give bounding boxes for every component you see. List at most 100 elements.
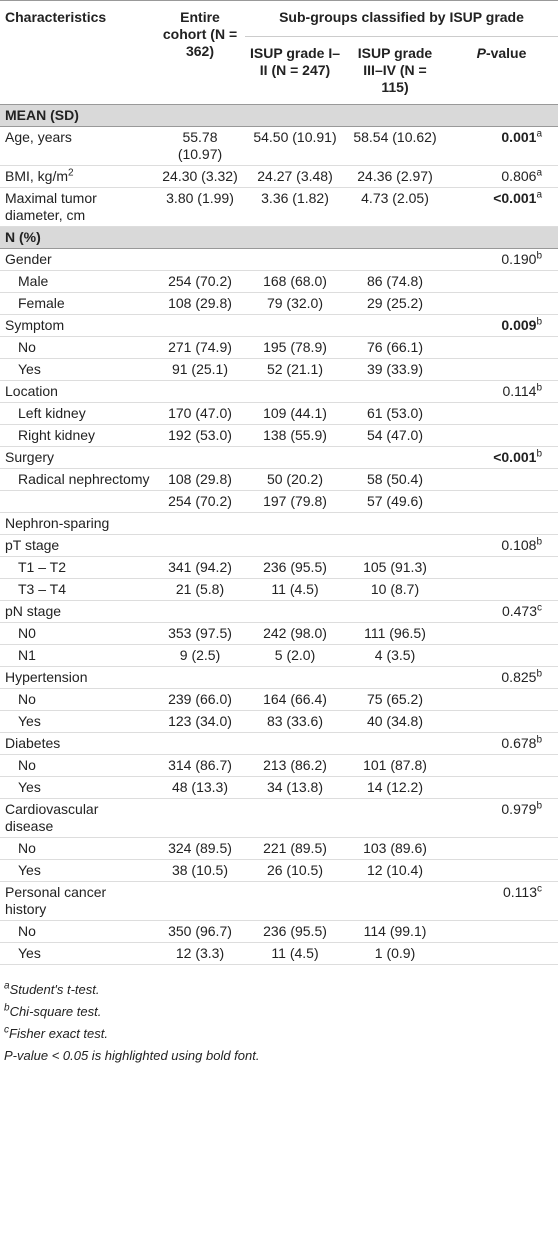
text: 221 (89.5) (263, 840, 327, 856)
text: 108 (29.8) (168, 471, 232, 487)
value-cell: 353 (97.5) (155, 622, 245, 645)
value-cell (345, 732, 445, 755)
header-row: Characteristics Entire cohort (N = 362) … (0, 0, 558, 105)
superscript: a (536, 167, 542, 179)
value-cell: 192 (53.0) (155, 424, 245, 447)
row-label: Location (0, 380, 155, 403)
row-label: N1 (0, 644, 155, 667)
text: Personal cancer history (5, 884, 107, 917)
p-value-cell (445, 754, 558, 777)
superscript: 2 (68, 167, 74, 179)
value-cell (155, 881, 245, 921)
value-cell: 114 (99.1) (345, 920, 445, 943)
text: 0.825 (501, 669, 537, 685)
text: 0.114 (502, 383, 537, 399)
row-label: No (0, 920, 155, 943)
p-value-cell (445, 578, 558, 601)
value-cell: 170 (47.0) (155, 402, 245, 425)
text: 11 (4.5) (271, 945, 319, 961)
footnotes: aStudent's t-test. bChi-square test. cFish… (0, 979, 558, 1067)
superscript: c (537, 883, 542, 895)
p-value-cell (445, 837, 558, 860)
p-value-cell (445, 490, 558, 513)
value-cell (245, 881, 345, 921)
text: Radical nephrectomy (18, 471, 150, 487)
text: 239 (66.0) (168, 691, 232, 707)
table-row: Yes 12 (3.3) 11 (4.5) 1 (0.9) (0, 942, 558, 965)
table-row: 254 (70.2) 197 (79.8) 57 (49.6) (0, 490, 558, 513)
text: 195 (78.9) (263, 339, 327, 355)
text: No (18, 757, 36, 773)
value-cell: 9 (2.5) (155, 644, 245, 667)
text: <0.001 (493, 449, 537, 465)
p-value-cell (445, 859, 558, 882)
p-value-cell: 0.806a (445, 165, 558, 188)
text: BMI, kg/m (5, 168, 69, 184)
value-cell (345, 512, 445, 535)
section-cell: MEAN (SD) (0, 104, 558, 127)
value-cell: 123 (34.0) (155, 710, 245, 733)
p-value-cell: 0.678b (445, 732, 558, 755)
table-row: Nephron-sparing (0, 512, 558, 535)
footnote: aStudent's t-test. (4, 979, 558, 1001)
table-row: T1 – T2 341 (94.2) 236 (95.5) 105 (91.3) (0, 556, 558, 579)
p-value-cell (445, 468, 558, 491)
table-row: N1 9 (2.5) 5 (2.0) 4 (3.5) (0, 644, 558, 667)
text: 254 (70.2) (168, 273, 232, 289)
value-cell (345, 380, 445, 403)
row-label: Right kidney (0, 424, 155, 447)
section-cell: N (%) (0, 226, 558, 249)
value-cell: 10 (8.7) (345, 578, 445, 601)
table-row: Left kidney 170 (47.0) 109 (44.1) 61 (53.0) (0, 402, 558, 425)
text: 123 (34.0) (168, 713, 232, 729)
text: -value < 0.05 is highlighted using bold … (12, 1048, 260, 1063)
text: 38 (10.5) (171, 862, 229, 878)
value-cell: 34 (13.8) (245, 776, 345, 799)
text: 350 (96.7) (168, 923, 232, 939)
value-cell: 40 (34.8) (345, 710, 445, 733)
text: 83 (33.6) (266, 713, 324, 729)
table-row: pT stage 0.108b (0, 534, 558, 557)
text: 254 (70.2) (168, 493, 232, 509)
p-value-cell (445, 622, 558, 645)
text: 4.73 (2.05) (361, 190, 429, 206)
text: 58.54 (10.62) (353, 129, 437, 145)
p-value-cell: 0.114b (445, 380, 558, 403)
superscript: b (4, 1002, 10, 1014)
row-label: BMI, kg/m2 (0, 165, 155, 188)
row-label: Hypertension (0, 666, 155, 689)
text: 10 (8.7) (370, 581, 420, 597)
text: Maximal tumor diameter, cm (5, 190, 97, 223)
row-label: Nephron-sparing (0, 512, 155, 535)
table-row: N0 353 (97.5) 242 (98.0) 111 (96.5) (0, 622, 558, 645)
table-row: Diabetes 0.678b (0, 732, 558, 755)
text: 0.806 (501, 168, 537, 184)
value-cell: 105 (91.3) (345, 556, 445, 579)
value-cell: 55.78 (10.97) (155, 126, 245, 166)
value-cell: 4 (3.5) (345, 644, 445, 667)
value-cell: 5 (2.0) (245, 644, 345, 667)
text: Yes (18, 361, 41, 377)
value-cell (155, 600, 245, 623)
row-label: Left kidney (0, 402, 155, 425)
value-cell: 350 (96.7) (155, 920, 245, 943)
text: 341 (94.2) (168, 559, 232, 575)
text: 0.979 (501, 801, 537, 817)
row-label: Maximal tumor diameter, cm (0, 187, 155, 227)
text: <0.001 (493, 190, 537, 206)
table-row: MEAN (SD) (0, 104, 558, 127)
value-cell: 103 (89.6) (345, 837, 445, 860)
text: 105 (91.3) (363, 559, 427, 575)
text: 1 (0.9) (374, 945, 416, 961)
value-cell (245, 380, 345, 403)
table-row: Right kidney 192 (53.0) 138 (55.9) 54 (47.0… (0, 424, 558, 447)
value-cell: 50 (20.2) (245, 468, 345, 491)
text: 3.80 (1.99) (166, 190, 234, 206)
text: N0 (18, 625, 36, 641)
text: No (18, 691, 36, 707)
value-cell: 254 (70.2) (155, 490, 245, 513)
text: 11 (4.5) (271, 581, 319, 597)
row-label: Age, years (0, 126, 155, 166)
value-cell: 213 (86.2) (245, 754, 345, 777)
row-label: T3 – T4 (0, 578, 155, 601)
